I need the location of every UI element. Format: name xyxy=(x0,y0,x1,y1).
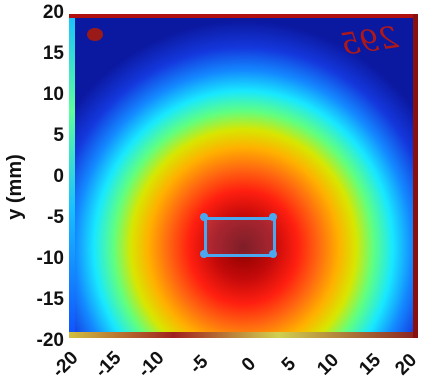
intensity-heatmap xyxy=(69,14,418,338)
y-tick-neg15: -15 xyxy=(36,289,64,310)
y-tick-5: 5 xyxy=(53,125,64,146)
x-tick-15: 15 xyxy=(355,349,386,380)
roi-handle-top-left[interactable] xyxy=(200,212,209,221)
roi-handle-top-right[interactable] xyxy=(268,212,277,221)
y-tick-0: 0 xyxy=(53,166,64,187)
y-tick-neg5: -5 xyxy=(47,207,64,228)
heatmap-plot[interactable]: 295 xyxy=(69,14,418,338)
y-tick-20: 20 xyxy=(42,2,64,23)
x-tick-5: 5 xyxy=(277,353,301,376)
left-edge-artifact xyxy=(69,14,75,338)
y-tick-neg20: -20 xyxy=(36,330,64,351)
roi-handle-bottom-right[interactable] xyxy=(268,250,277,258)
right-edge-artifact xyxy=(413,14,418,338)
x-tick-neg20: -20 xyxy=(48,347,83,382)
x-tick-neg5: -5 xyxy=(185,351,213,379)
x-tick-neg10: -10 xyxy=(134,347,169,382)
roi-handle-bottom-left[interactable] xyxy=(200,250,209,258)
x-tick-neg15: -15 xyxy=(91,347,126,382)
marker-dot xyxy=(87,28,103,41)
top-edge-artifact xyxy=(69,14,418,18)
x-tick-10: 10 xyxy=(313,349,344,380)
bottom-edge-artifact xyxy=(69,332,418,338)
x-tick-0: 0 xyxy=(237,353,261,376)
x-tick-20: 20 xyxy=(391,349,422,380)
y-tick-neg10: -10 xyxy=(36,248,64,269)
y-tick-10: 10 xyxy=(42,84,64,105)
y-tick-15: 15 xyxy=(42,43,64,64)
roi-rectangle[interactable] xyxy=(204,216,276,257)
